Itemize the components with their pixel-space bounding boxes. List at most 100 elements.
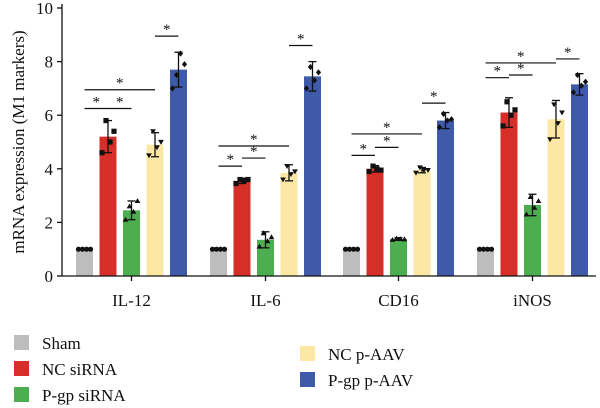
data-point bbox=[480, 246, 487, 252]
data-point bbox=[158, 139, 164, 145]
data-point bbox=[366, 168, 372, 175]
data-point bbox=[307, 63, 314, 71]
data-point bbox=[508, 112, 514, 118]
x-tick-label: IL-12 bbox=[112, 291, 151, 310]
data-point bbox=[311, 77, 318, 84]
legend-item-p-gp-sirna: P-gp siRNA bbox=[14, 386, 126, 405]
legend-label: P-gp siRNA bbox=[42, 386, 126, 405]
significance-label: * bbox=[517, 49, 525, 65]
y-tick-label: 0 bbox=[45, 267, 54, 286]
significance-label: * bbox=[116, 76, 124, 92]
significance-label: * bbox=[383, 133, 391, 149]
significance-label: * bbox=[517, 61, 525, 77]
data-point bbox=[393, 235, 400, 241]
data-point bbox=[401, 236, 408, 242]
data-point bbox=[555, 121, 561, 127]
data-point bbox=[99, 150, 105, 156]
significance-label: * bbox=[116, 95, 124, 111]
legend-label: Sham bbox=[42, 334, 81, 353]
data-point bbox=[342, 246, 349, 252]
legend: Sham NC siRNA P-gp siRNA NC p-AAV P-gp p-AAV bbox=[14, 334, 414, 405]
data-point bbox=[551, 102, 557, 108]
y-tick-label: 2 bbox=[45, 213, 54, 232]
data-point bbox=[315, 69, 322, 76]
data-point bbox=[582, 78, 589, 85]
legend-swatch bbox=[14, 387, 29, 402]
significance-label: * bbox=[227, 152, 235, 168]
data-point bbox=[209, 246, 216, 252]
y-tick-label: 8 bbox=[45, 53, 54, 72]
data-point bbox=[527, 194, 534, 200]
data-point bbox=[559, 110, 565, 116]
data-point bbox=[213, 246, 220, 252]
category-group-il-12 bbox=[75, 50, 188, 276]
data-point bbox=[378, 167, 384, 173]
data-point bbox=[397, 236, 404, 242]
significance-annotations: * ************ ** * bbox=[84, 22, 580, 168]
x-tick-label: iNOS bbox=[513, 291, 552, 310]
data-point bbox=[303, 85, 310, 92]
legend-swatch bbox=[300, 346, 315, 361]
bar bbox=[123, 210, 140, 276]
data-point bbox=[346, 246, 353, 252]
significance-label: * bbox=[494, 64, 502, 80]
data-point bbox=[488, 246, 495, 252]
data-point bbox=[504, 99, 510, 105]
data-point bbox=[241, 178, 247, 184]
data-point bbox=[79, 246, 86, 252]
data-point bbox=[75, 246, 82, 252]
data-point bbox=[574, 71, 581, 79]
data-point bbox=[288, 172, 294, 178]
category-group-cd16 bbox=[342, 110, 455, 276]
category-group-inos bbox=[476, 71, 589, 277]
legend-swatch bbox=[300, 372, 315, 387]
data-point bbox=[260, 230, 267, 236]
bar bbox=[280, 172, 298, 276]
data-point bbox=[245, 176, 251, 183]
data-point bbox=[448, 116, 455, 123]
data-point bbox=[436, 124, 443, 131]
data-point bbox=[87, 246, 94, 252]
data-point bbox=[154, 145, 160, 151]
data-point bbox=[476, 246, 483, 252]
data-point bbox=[523, 211, 530, 217]
data-point bbox=[169, 85, 176, 92]
data-point bbox=[134, 198, 141, 204]
legend-swatch bbox=[14, 361, 29, 376]
data-point bbox=[237, 176, 243, 183]
data-point bbox=[233, 180, 239, 187]
data-point bbox=[512, 107, 518, 113]
bar bbox=[99, 136, 117, 276]
category-group-il-6 bbox=[209, 60, 322, 276]
data-point bbox=[111, 128, 117, 134]
data-point bbox=[107, 139, 113, 145]
bar bbox=[304, 76, 321, 276]
y-tick-label: 10 bbox=[36, 0, 53, 18]
y-tick-label: 4 bbox=[45, 160, 54, 179]
bar bbox=[257, 239, 274, 276]
bar bbox=[571, 84, 588, 276]
data-point bbox=[444, 117, 451, 124]
bar bbox=[524, 204, 541, 276]
data-point bbox=[354, 246, 361, 252]
bar bbox=[477, 249, 494, 276]
bar bbox=[413, 170, 431, 276]
data-point bbox=[374, 166, 380, 172]
bar bbox=[437, 120, 454, 276]
data-point bbox=[217, 246, 224, 252]
significance-label: * bbox=[564, 45, 572, 61]
data-point bbox=[177, 50, 184, 57]
bar bbox=[146, 144, 164, 276]
legend-item-p-gp-p-aav: P-gp p-AAV bbox=[300, 371, 414, 390]
data-point bbox=[500, 123, 506, 129]
data-point bbox=[370, 163, 376, 169]
legend-item-nc-p-aav: NC p-AAV bbox=[300, 345, 405, 364]
legend-item-nc-sirna: NC siRNA bbox=[14, 360, 118, 379]
bar bbox=[170, 69, 187, 276]
significance-label: * bbox=[360, 141, 368, 157]
bar bbox=[547, 119, 565, 276]
data-point bbox=[425, 168, 431, 173]
data-point bbox=[417, 165, 423, 171]
y-axis-title: mRNA expression (M1 markers) bbox=[9, 30, 28, 253]
